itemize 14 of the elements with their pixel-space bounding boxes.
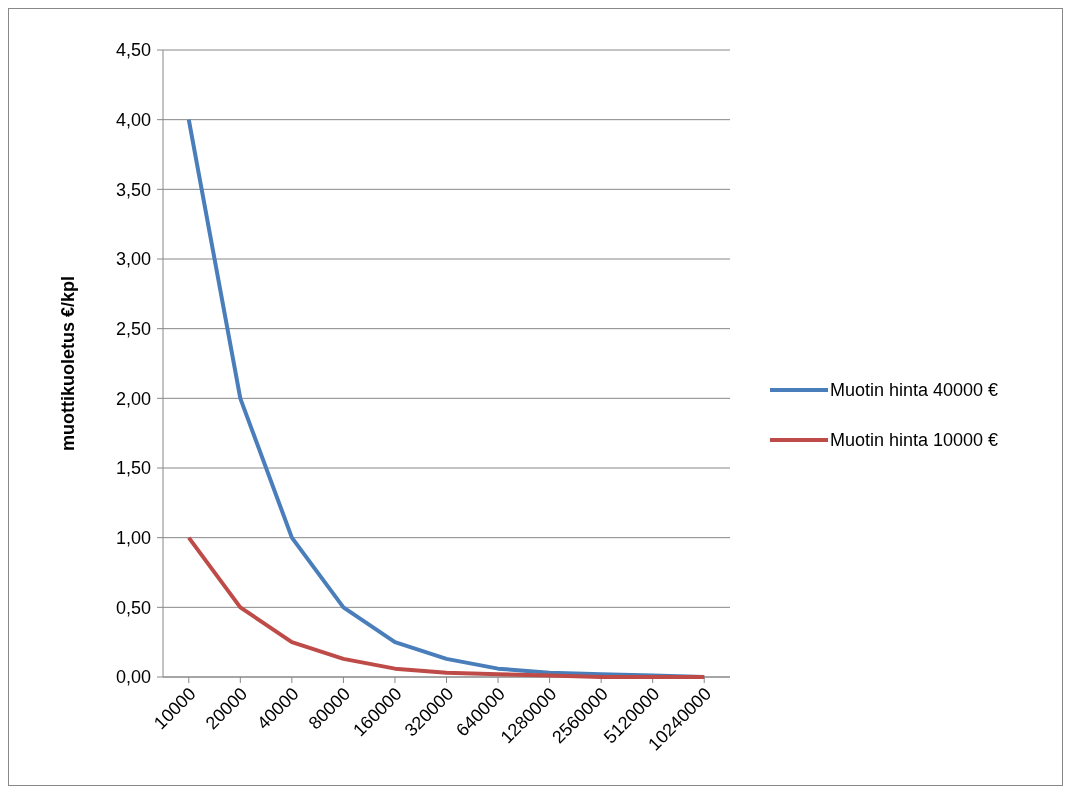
- y-tick-label: 3,50: [115, 179, 151, 200]
- y-tick-label: 0,00: [115, 667, 151, 688]
- y-tick-label: 3,00: [115, 249, 151, 270]
- line-series: [186, 535, 707, 679]
- y-tick-label: 4,00: [115, 109, 151, 130]
- y-tick-label: 2,50: [115, 318, 151, 339]
- legend-label: Muotin hinta 10000 €: [830, 430, 999, 451]
- y-tick-label: 1,50: [115, 458, 151, 479]
- y-tick-label: 4,50: [115, 40, 151, 61]
- legend-label: Muotin hinta 40000 €: [830, 380, 999, 401]
- y-axis-title: muottikuoletus €/kpl: [58, 275, 78, 452]
- y-tick-label: 1,00: [115, 527, 151, 548]
- y-tick-label: 0,50: [115, 597, 151, 618]
- y-tick-label: 2,00: [115, 388, 151, 409]
